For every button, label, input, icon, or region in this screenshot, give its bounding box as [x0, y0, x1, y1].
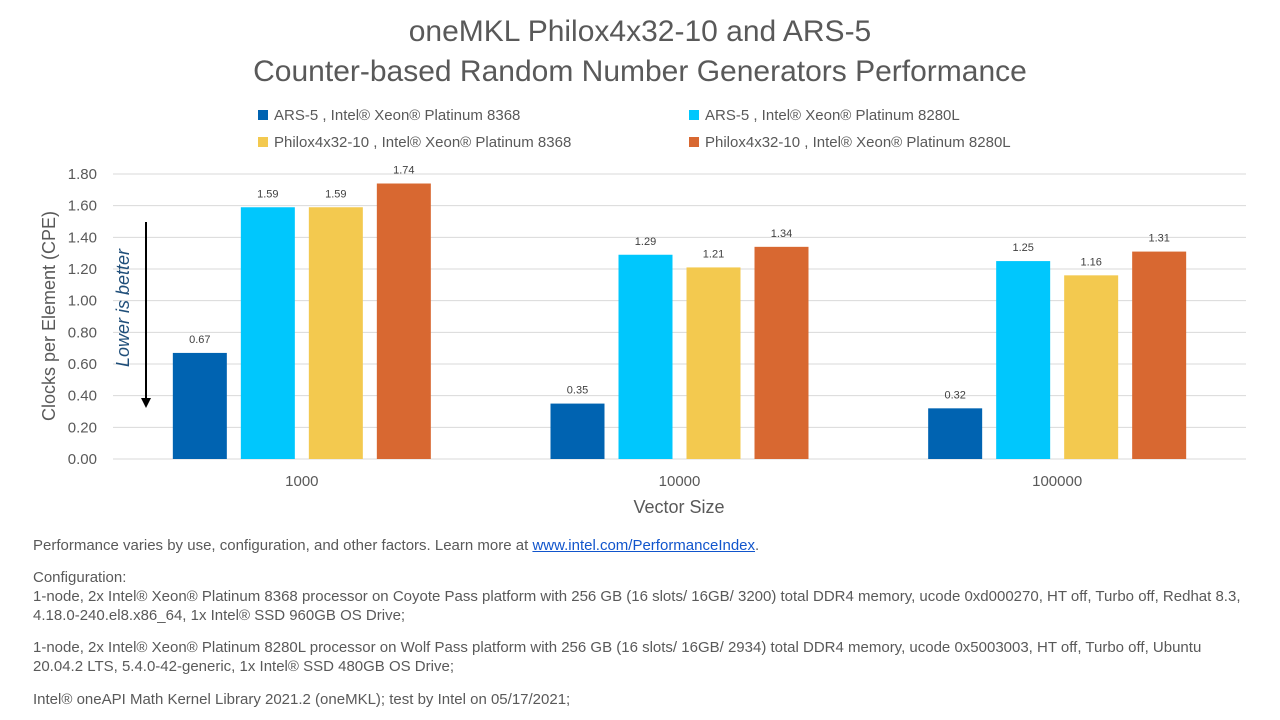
performance-index-link[interactable]: www.intel.com/PerformanceIndex [532, 537, 756, 554]
data-label: 1.59 [257, 188, 278, 200]
data-label: 1.34 [771, 228, 792, 240]
bar [240, 207, 295, 459]
y-axis-label: Clocks per Element (CPE) [39, 211, 59, 421]
y-tick-label: 0.20 [68, 419, 97, 436]
bars [172, 183, 1187, 459]
x-axis-ticks: 1000 10000 100000 [285, 473, 1082, 490]
bar [1064, 275, 1119, 459]
x-tick-label: 100000 [1032, 473, 1082, 490]
bar [686, 267, 741, 459]
data-label: 1.29 [635, 236, 656, 248]
legend-item-ars5-8280l: ARS-5 , Intel® Xeon® Platinum 8280L [689, 107, 960, 125]
lower-is-better-annotation: Lower is better [113, 248, 133, 367]
performance-note-suffix: . [755, 537, 760, 554]
performance-note-text: Performance varies by use, configuration… [33, 537, 533, 554]
gridlines [113, 173, 1246, 460]
legend-item-philox-8280l: Philox4x32-10 , Intel® Xeon® Platinum 82… [689, 134, 1011, 152]
data-label: 1.25 [1012, 242, 1033, 254]
configuration-8368: 1-node, 2x Intel® Xeon® Platinum 8368 pr… [33, 588, 1241, 624]
legend-label: Philox4x32-10 , Intel® Xeon® Platinum 82… [705, 134, 1011, 151]
bar [928, 408, 983, 459]
data-label: 0.35 [567, 385, 588, 397]
legend-label: ARS-5 , Intel® Xeon® Platinum 8280L [705, 107, 960, 124]
y-tick-label: 0.80 [68, 324, 97, 341]
x-axis-label: Vector Size [633, 497, 724, 517]
bar [996, 261, 1051, 459]
bar [1132, 251, 1187, 459]
data-label: 1.59 [325, 188, 346, 200]
y-tick-label: 1.60 [68, 198, 97, 215]
data-label: 0.32 [944, 389, 965, 401]
bar [550, 403, 605, 459]
data-label: 1.74 [393, 165, 414, 177]
y-tick-label: 0.60 [68, 356, 97, 373]
legend-swatch [689, 110, 699, 120]
y-tick-label: 0.00 [68, 451, 97, 468]
bar-chart: 0.00 0.20 0.40 0.60 0.80 1.00 1.20 1.40 1.60 1.80… [39, 165, 1246, 517]
legend-swatch [258, 137, 268, 147]
legend-item-philox-8368: Philox4x32-10 , Intel® Xeon® Platinum 83… [258, 134, 571, 152]
configuration-label: Configuration: [33, 569, 127, 586]
bar [308, 207, 363, 459]
bar [172, 352, 227, 459]
configuration-8280l: 1-node, 2x Intel® Xeon® Platinum 8280L p… [33, 639, 1202, 675]
y-tick-label: 1.80 [68, 166, 97, 183]
x-tick-label: 10000 [659, 473, 701, 490]
chart-title-line-2: Counter-based Random Number Generators P… [253, 55, 1027, 88]
y-tick-label: 1.00 [68, 293, 97, 310]
legend-label: Philox4x32-10 , Intel® Xeon® Platinum 83… [274, 134, 572, 151]
bar [754, 246, 809, 459]
y-tick-label: 0.40 [68, 388, 97, 405]
chart-title-line-1: oneMKL Philox4x32-10 and ARS-5 [408, 15, 872, 48]
library-note: Intel® oneAPI Math Kernel Library 2021.2… [33, 691, 571, 708]
legend-swatch [689, 137, 699, 147]
performance-note: Performance varies by use, configuration… [33, 536, 1253, 555]
y-axis-ticks: 0.00 0.20 0.40 0.60 0.80 1.00 1.20 1.40 1.60 1.80 [68, 166, 97, 468]
data-labels: 0.67 1.59 1.59 1.74 0.35 1.29 1.21 1.34 0.32 1.25… [189, 165, 1170, 402]
data-label: 0.67 [189, 334, 210, 346]
legend-item-ars5-8368: ARS-5 , Intel® Xeon® Platinum 8368 [258, 107, 520, 125]
legend-swatch [258, 110, 268, 120]
y-tick-label: 1.40 [68, 229, 97, 246]
bar [376, 183, 431, 459]
x-tick-label: 1000 [285, 473, 318, 490]
data-label: 1.16 [1080, 256, 1101, 268]
bar [618, 254, 673, 459]
down-arrow-icon [141, 398, 151, 408]
data-label: 1.21 [703, 248, 724, 260]
y-tick-label: 1.20 [68, 261, 97, 278]
legend-label: ARS-5 , Intel® Xeon® Platinum 8368 [274, 107, 521, 124]
data-label: 1.31 [1148, 233, 1169, 245]
